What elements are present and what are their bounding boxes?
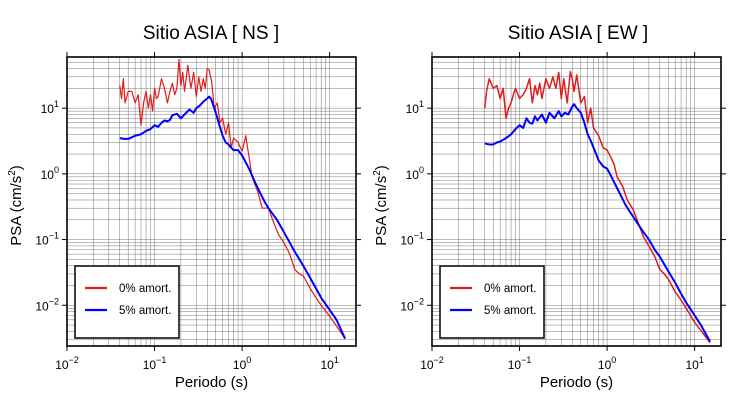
legend-label: 5% amort.: [119, 305, 171, 317]
x-tick-label: 101: [685, 355, 703, 372]
y-tick-label: 101: [406, 99, 424, 116]
series-line-undamped: [119, 58, 346, 340]
ticks: [62, 52, 361, 351]
legend: 0% amort. 5% amort.: [439, 265, 545, 339]
chart-panel-1: 10−2 10−1 100 101 10−2 10−1 100 101 Sitio ASIA […: [7, 23, 361, 391]
legend-label: 0% amort.: [119, 283, 171, 295]
chart-title: Sitio ASIA [ EW ]: [508, 23, 648, 44]
legend-box: [74, 265, 180, 339]
x-tick-label: 10−2: [55, 355, 79, 372]
series-line-damped: [484, 103, 711, 343]
x-axis-label: Periodo (s): [540, 374, 613, 391]
y-tick-label: 10−2: [400, 296, 424, 313]
y-axis-label: PSA (cm/s2): [372, 165, 390, 246]
x-tick-label: 101: [320, 355, 338, 372]
legend-box: [439, 265, 545, 339]
y-tick-label: 10−1: [35, 231, 59, 248]
ticks: [427, 52, 726, 351]
legend-label: 5% amort.: [484, 305, 536, 317]
series-line-damped: [119, 95, 346, 340]
x-tick-label: 100: [233, 355, 251, 372]
plot-frame: [431, 56, 722, 347]
y-tick-label: 100: [406, 165, 424, 182]
y-tick-label: 10−2: [35, 296, 59, 313]
x-tick-label: 100: [598, 355, 616, 372]
x-tick-label: 10−1: [143, 355, 167, 372]
x-axis-label: Periodo (s): [175, 374, 248, 391]
x-tick-label: 10−2: [420, 355, 444, 372]
y-tick-label: 101: [41, 99, 59, 116]
chart-title: Sitio ASIA [ NS ]: [143, 23, 279, 44]
y-tick-label: 10−1: [400, 231, 424, 248]
y-axis-label: PSA (cm/s2): [7, 165, 25, 246]
series-line-undamped: [483, 70, 711, 344]
grid: [66, 56, 357, 346]
legend-label: 0% amort.: [484, 283, 536, 295]
plot-frame: [66, 56, 357, 347]
x-tick-label: 10−1: [508, 355, 532, 372]
y-tick-label: 100: [41, 165, 59, 182]
legend: 0% amort. 5% amort.: [74, 265, 180, 339]
chart-panel-2: 10−2 10−1 100 101 10−2 10−1 100 101 Sitio ASIA […: [372, 23, 726, 391]
